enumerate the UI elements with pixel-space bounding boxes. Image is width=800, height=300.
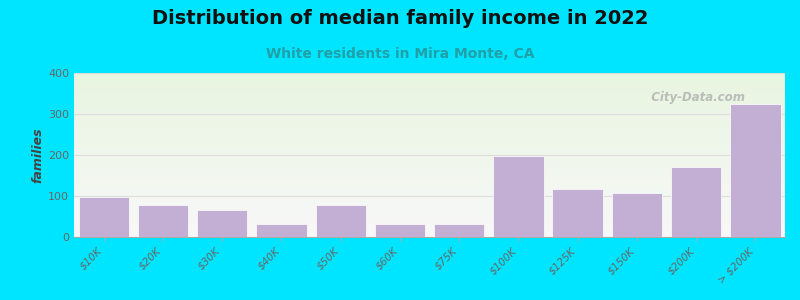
- Bar: [78, 197, 129, 237]
- Bar: [197, 210, 247, 237]
- Text: Distribution of median family income in 2022: Distribution of median family income in …: [152, 9, 648, 28]
- Bar: [374, 224, 425, 237]
- Y-axis label: families: families: [31, 127, 44, 183]
- Bar: [553, 189, 603, 237]
- Bar: [671, 167, 722, 237]
- Bar: [434, 224, 484, 237]
- Bar: [494, 156, 544, 237]
- Text: City-Data.com: City-Data.com: [643, 91, 745, 104]
- Bar: [315, 205, 366, 237]
- Bar: [730, 104, 781, 237]
- Bar: [256, 224, 306, 237]
- Bar: [612, 193, 662, 237]
- Text: White residents in Mira Monte, CA: White residents in Mira Monte, CA: [266, 46, 534, 61]
- Bar: [138, 206, 188, 237]
